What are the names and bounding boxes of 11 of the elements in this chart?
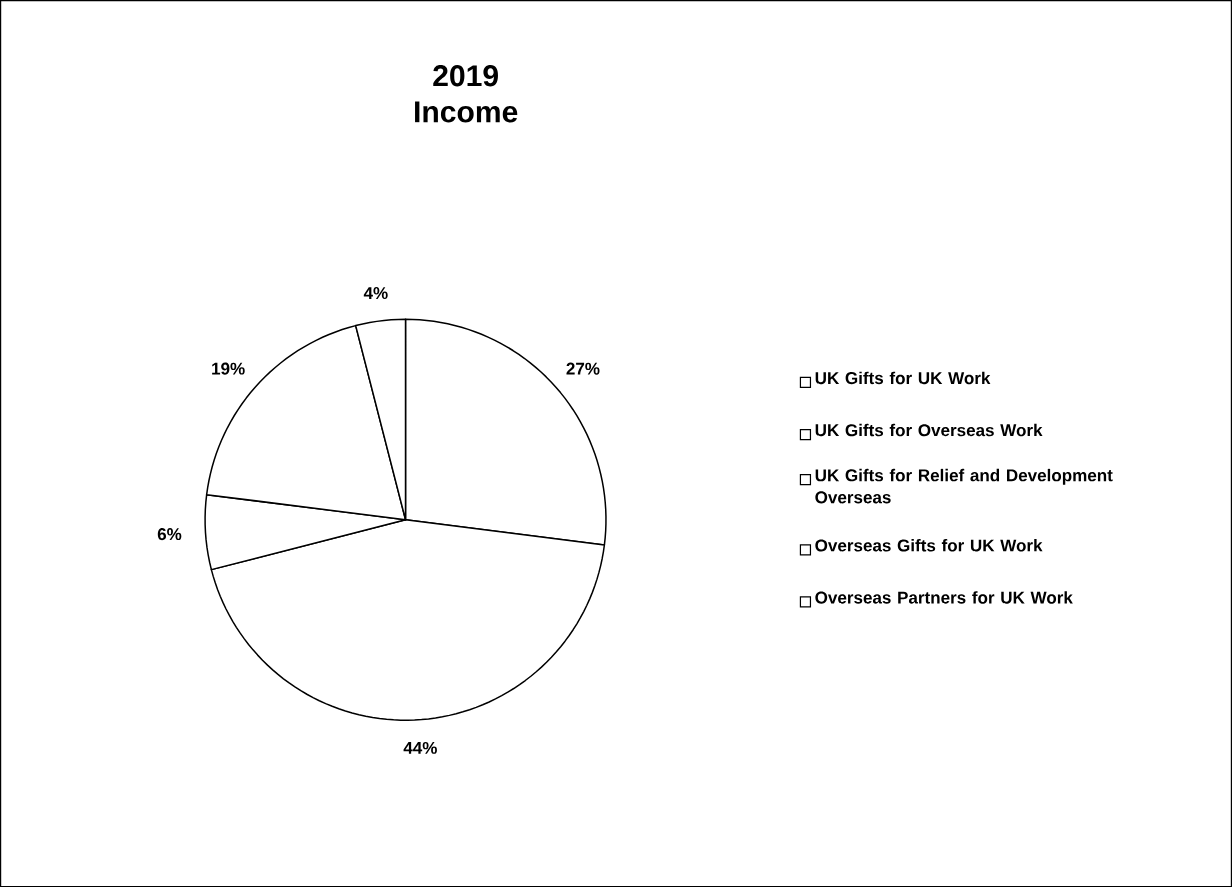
- data-label: 6%: [157, 527, 182, 541]
- legend-label: UK Gifts for UK Work: [815, 371, 991, 385]
- data-label: 4%: [363, 286, 388, 299]
- legend-label: UK Gifts for Overseas Work: [815, 423, 1043, 437]
- chart-title: 2019 Income: [415, 65, 518, 123]
- data-label: 27%: [566, 362, 600, 375]
- data-label: 44%: [403, 741, 437, 754]
- data-label: 19%: [212, 362, 245, 375]
- legend-label: Overseas Gifts for UK Work: [815, 538, 1043, 552]
- legend-label: Overseas Partners for UK Work: [815, 591, 1073, 604]
- legend-label: UK Gifts for Relief and Development Overseas: [815, 468, 1113, 504]
